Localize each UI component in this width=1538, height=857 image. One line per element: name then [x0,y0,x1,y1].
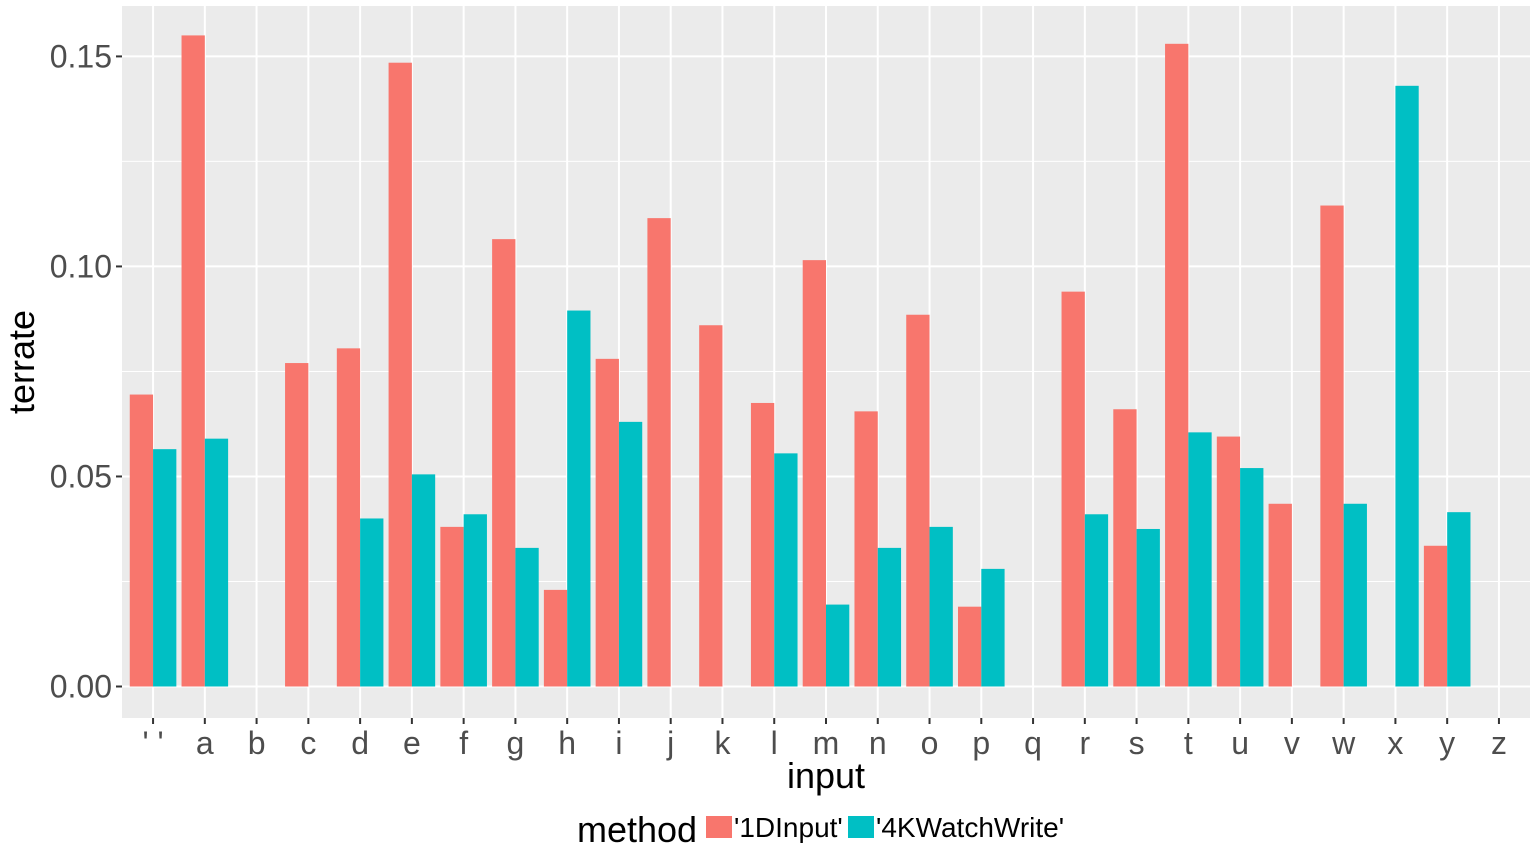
x-tick-label: b [248,725,266,761]
legend: method '1DInput' '4KWatchWrite' [577,809,1064,850]
bar-1dinput-4 [336,348,361,687]
bar-1dinput-6 [440,526,464,687]
x-tick-label: m [813,725,840,761]
bar-4kwatchwrite-6 [463,514,487,687]
y-tick-label: 0.15 [50,38,112,74]
x-tick-label: v [1284,725,1300,761]
x-tick-label: a [196,725,214,761]
x-tick-label: j [666,725,674,761]
y-tick-label: 0.10 [50,248,112,284]
x-tick-label: i [615,725,622,761]
bar-1dinput-22 [1268,503,1292,687]
x-tick-label: g [507,725,525,761]
bar-1dinput-19 [1113,409,1137,687]
x-tick-label: ' ' [143,725,164,761]
bar-1dinput-5 [388,62,412,687]
x-axis: ' ' a b c d e f g h i j k l m n o p q r s t u v w x y z [143,718,1507,761]
y-axis: 0.00 0.05 0.10 0.15 [50,38,122,704]
x-axis-title: input [787,755,865,796]
x-tick-label: x [1387,725,1403,761]
bar-1dinput-20 [1165,43,1189,687]
bar-1dinput-14 [854,411,878,687]
x-tick-label: s [1129,725,1145,761]
bar-1dinput-8 [543,589,568,687]
x-tick-label: h [558,725,576,761]
bar-4kwatchwrite-13 [826,604,850,687]
x-tick-label: w [1331,725,1356,761]
legend-label-4kwatchwrite: '4KWatchWrite' [876,812,1064,843]
bar-4kwatchwrite-9 [618,421,643,687]
bar-4kwatchwrite-21 [1240,468,1264,687]
bar-4kwatchwrite-4 [360,518,384,687]
x-tick-label: u [1231,725,1249,761]
y-tick-label: 0.00 [50,668,112,704]
x-tick-label: e [403,725,421,761]
bar-1dinput-11 [699,325,723,687]
y-axis-title: terrate [1,310,42,414]
x-tick-label: q [1024,725,1042,761]
bar-4kwatchwrite-7 [515,547,539,687]
bar-1dinput-1 [181,35,205,687]
bar-4kwatchwrite-19 [1136,528,1160,687]
bar-1dinput-15 [906,314,930,687]
bar-4kwatchwrite-8 [567,310,591,687]
legend-swatch-4kwatchwrite [848,816,874,838]
legend-label-1dinput: '1DInput' [734,812,843,843]
x-tick-label: f [459,725,468,761]
bar-4kwatchwrite-1 [204,438,229,687]
bar-4kwatchwrite-24 [1395,85,1419,687]
bar-1dinput-18 [1061,291,1085,687]
x-tick-label: z [1491,725,1507,761]
bar-4kwatchwrite-16 [981,568,1005,687]
bar-4kwatchwrite-25 [1447,512,1471,687]
bar-4kwatchwrite-20 [1188,432,1212,687]
bar-1dinput-10 [647,218,671,687]
bar-1dinput-25 [1423,545,1448,687]
bar-4kwatchwrite-12 [774,453,798,687]
bar-1dinput-16 [958,606,982,687]
x-tick-label: p [972,725,990,761]
x-tick-label: c [300,725,316,761]
bar-1dinput-13 [802,260,826,687]
bar-4kwatchwrite-23 [1343,503,1367,687]
bar-1dinput-0 [129,394,154,687]
x-tick-label: y [1439,725,1455,761]
bars [129,35,1471,687]
legend-swatch-1dinput [706,816,732,838]
bar-1dinput-9 [595,358,619,687]
bar-1dinput-23 [1320,205,1344,687]
y-tick-label: 0.05 [50,458,112,494]
bar-1dinput-12 [750,402,775,687]
bar-4kwatchwrite-18 [1084,514,1109,687]
bar-4kwatchwrite-15 [929,526,953,687]
x-tick-label: k [714,725,731,761]
x-tick-label: n [869,725,887,761]
bar-1dinput-3 [285,363,309,687]
x-tick-label: o [921,725,939,761]
bar-4kwatchwrite-0 [153,449,177,687]
bar-4kwatchwrite-5 [411,474,436,687]
x-tick-label: r [1079,725,1090,761]
x-tick-label: d [351,725,369,761]
bar-1dinput-7 [492,239,516,687]
legend-title: method [577,809,697,850]
x-tick-label: t [1184,725,1193,761]
bar-4kwatchwrite-14 [877,547,902,687]
bar-1dinput-21 [1216,436,1241,687]
x-tick-label: l [771,725,778,761]
